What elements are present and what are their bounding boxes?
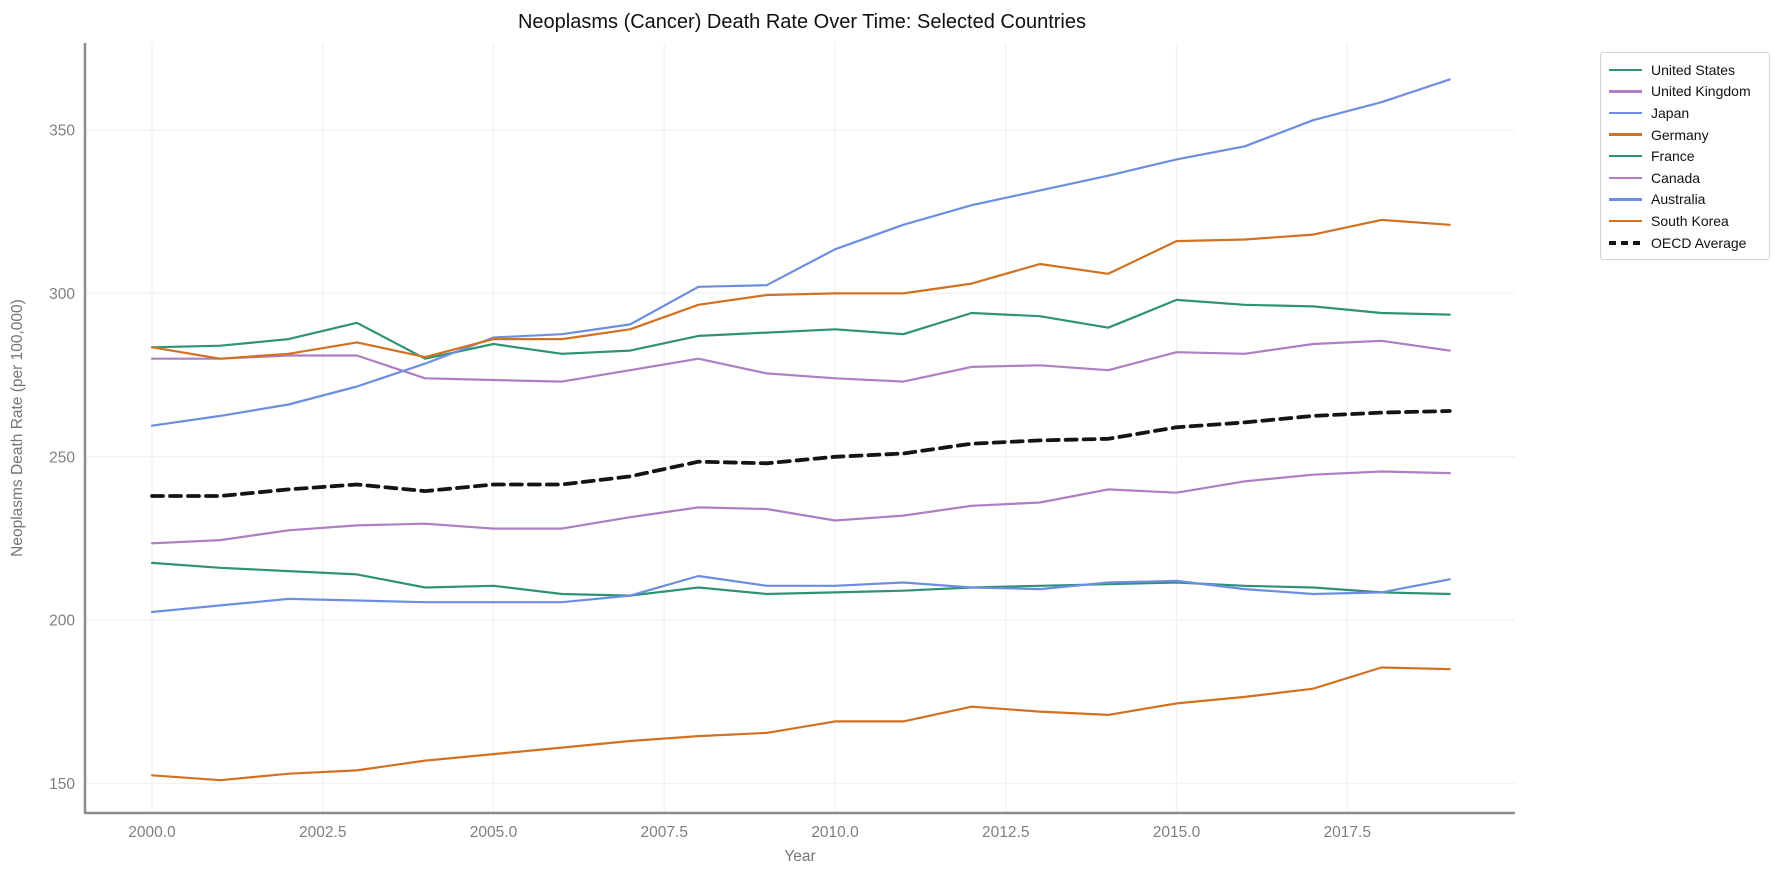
legend-item-label: OECD Average	[1651, 234, 1747, 251]
legend-item-label: Germany	[1651, 126, 1709, 143]
series-line-south-korea	[150, 666, 1451, 782]
series-line-canada	[150, 470, 1451, 545]
legend-item-oecd-average: OECD Average	[1609, 232, 1761, 254]
legend-swatch	[1609, 68, 1642, 72]
legend-item-label: United States	[1651, 61, 1736, 78]
series-line-japan	[150, 78, 1451, 427]
legend-swatch	[1609, 111, 1642, 115]
x-axis-label: Year	[784, 848, 815, 865]
legend-item-south-korea: South Korea	[1609, 210, 1761, 232]
legend-item-australia: Australia	[1609, 189, 1761, 211]
y-tick-label: 200	[49, 613, 75, 630]
y-axis-label: Neoplasms Death Rate (per 100,000)	[9, 299, 26, 557]
x-tick-label: 2015.0	[1153, 824, 1201, 841]
x-tick-label: 2007.5	[641, 824, 688, 841]
x-tick-label: 2000.0	[128, 824, 176, 841]
legend-swatch	[1609, 154, 1642, 158]
legend-item-japan: Japan	[1609, 102, 1761, 124]
legend-item-germany: Germany	[1609, 124, 1761, 146]
legend-swatch	[1609, 176, 1642, 180]
legend-swatch	[1609, 133, 1642, 136]
series-line-france	[150, 561, 1451, 597]
legend-item-label: Japan	[1651, 104, 1690, 121]
legend-item-united-states: United States	[1609, 59, 1761, 81]
y-tick-label: 300	[49, 286, 75, 303]
series-line-australia	[150, 574, 1451, 614]
series-line-united-kingdom	[150, 339, 1451, 383]
x-tick-label: 2002.5	[299, 824, 346, 841]
legend-item-label: Australia	[1651, 191, 1706, 208]
legend-item-label: Canada	[1651, 169, 1701, 186]
series-line-oecd-average	[150, 409, 1452, 498]
x-tick-label: 2012.5	[982, 824, 1029, 841]
x-tick-label: 2010.0	[811, 824, 859, 841]
legend: United States United Kingdom Japan Germany F…	[1600, 52, 1770, 261]
series-line-germany	[150, 218, 1451, 360]
legend-swatch	[1609, 90, 1642, 93]
y-tick-label: 350	[49, 123, 75, 140]
legend-item-label: France	[1651, 148, 1695, 165]
legend-item-france: France	[1609, 145, 1761, 167]
y-tick-label: 150	[49, 776, 75, 793]
x-tick-label: 2017.5	[1324, 824, 1371, 841]
legend-swatch	[1609, 240, 1642, 245]
chart-title: Neoplasms (Cancer) Death Rate Over Time:…	[518, 11, 1086, 33]
legend-item-united-kingdom: United Kingdom	[1609, 81, 1761, 103]
legend-swatch	[1609, 219, 1642, 223]
legend-swatch	[1609, 198, 1642, 201]
y-tick-label: 250	[49, 449, 75, 466]
series-line-united-states	[150, 298, 1451, 360]
legend-item-label: United Kingdom	[1651, 83, 1751, 100]
x-tick-label: 2005.0	[470, 824, 518, 841]
legend-item-label: South Korea	[1651, 212, 1729, 229]
legend-item-canada: Canada	[1609, 167, 1761, 189]
